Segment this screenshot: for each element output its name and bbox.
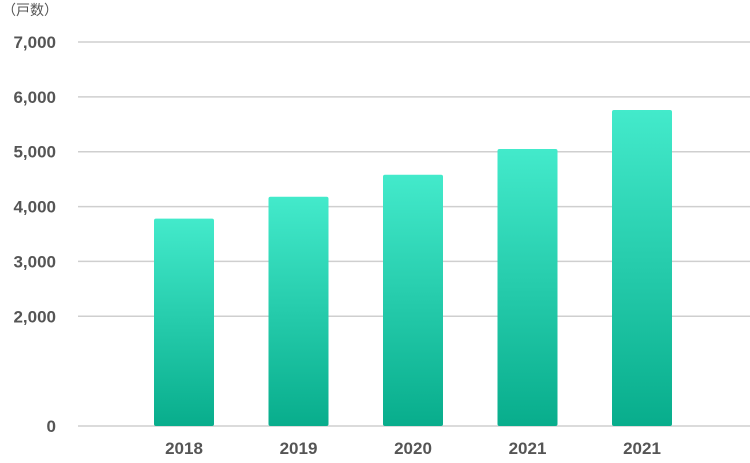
bar-5	[612, 110, 672, 426]
x-tick-label: 2020	[394, 439, 432, 458]
bar-3	[383, 174, 443, 426]
bar-2	[268, 196, 329, 426]
bar-4	[497, 148, 558, 426]
y-tick-label: 6,000	[13, 88, 56, 107]
y-tick-label: 2,000	[13, 307, 56, 326]
y-tick-label: 5,000	[13, 143, 56, 162]
y-tick-label: 3,000	[13, 252, 56, 271]
x-tick-label: 2021	[509, 439, 547, 458]
bar-1	[154, 218, 214, 426]
x-tick-label: 2021	[623, 439, 661, 458]
y-tick-label: 0	[47, 417, 56, 436]
y-tick-label: 4,000	[13, 198, 56, 217]
bars	[154, 110, 672, 426]
y-axis-unit-label: （戸数）	[2, 3, 58, 19]
x-tick-label: 2018	[165, 439, 203, 458]
y-axis-ticks: 0 2,000 3,000 4,000 5,000 6,000 7,000	[13, 33, 56, 436]
x-tick-label: 2019	[280, 439, 318, 458]
x-axis-ticks: 2018 2019 2020 2021 2021	[165, 439, 661, 458]
y-tick-label: 7,000	[13, 33, 56, 52]
